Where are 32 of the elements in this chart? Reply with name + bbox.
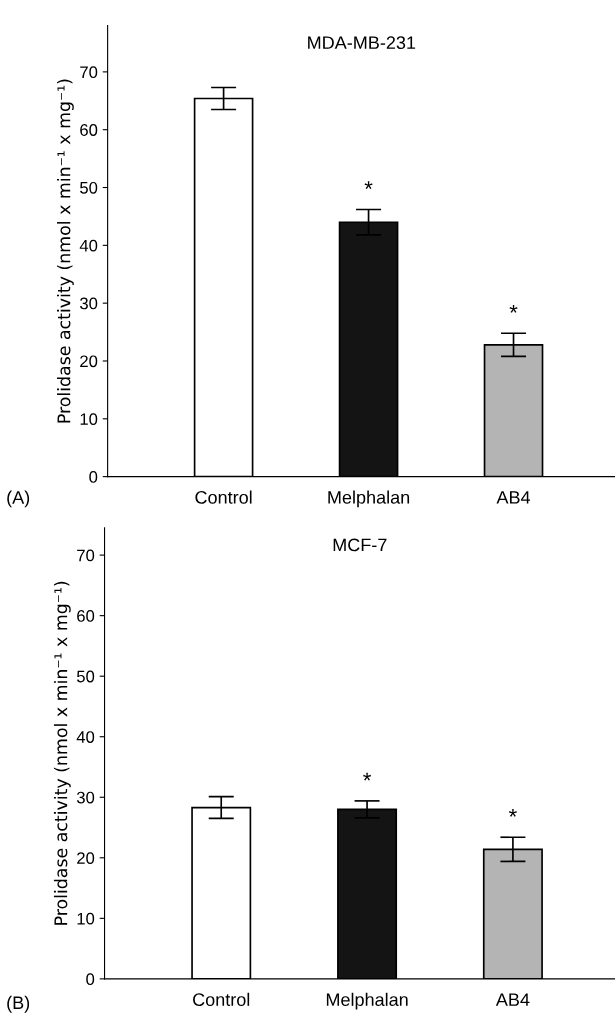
y-axis-title: Prolidase activity (nmol x min⁻¹ x mg⁻¹) xyxy=(57,79,74,423)
y-tick-label: 30 xyxy=(80,297,98,310)
x-tick-label: Melphalan xyxy=(328,490,410,508)
y-tick-label: 10 xyxy=(77,912,95,925)
y-tick-label: 40 xyxy=(76,731,95,743)
y-tick-label: 30 xyxy=(76,791,95,804)
chart-title: MDA-MB-231 xyxy=(308,36,416,50)
y-tick-label: 0 xyxy=(86,973,95,986)
y-tick-label: 70 xyxy=(77,549,95,562)
y-tick-label: 70 xyxy=(80,66,98,79)
x-tick-label: Melphalan xyxy=(326,992,408,1010)
text: (A) xyxy=(7,490,30,508)
annotation: * xyxy=(509,305,518,313)
x-tick-label: AB4 xyxy=(495,993,530,1006)
y-tick-label: 20 xyxy=(77,852,95,864)
chart-title: MCF-7 xyxy=(333,538,387,552)
y-tick-label: 20 xyxy=(80,355,98,368)
annotation: * xyxy=(363,772,372,781)
text: (B) xyxy=(7,995,30,1013)
y-tick-label: 40 xyxy=(79,239,98,252)
x-tick-label: Control xyxy=(195,490,252,504)
y-axis-title: Prolidase activity (nmol x min⁻¹ x mg⁻¹) xyxy=(53,581,71,925)
y-tick-label: 60 xyxy=(77,610,95,622)
x-tick-label: AB4 xyxy=(496,491,531,504)
annotation: * xyxy=(508,808,517,817)
y-tick-label: 60 xyxy=(80,124,98,136)
y-tick-label: 50 xyxy=(80,181,98,194)
y-tick-label: 10 xyxy=(80,413,98,426)
y-tick-label: 50 xyxy=(76,670,95,683)
y-tick-label: 0 xyxy=(89,471,98,483)
x-tick-label: Control xyxy=(193,992,250,1007)
annotation: * xyxy=(364,181,373,190)
